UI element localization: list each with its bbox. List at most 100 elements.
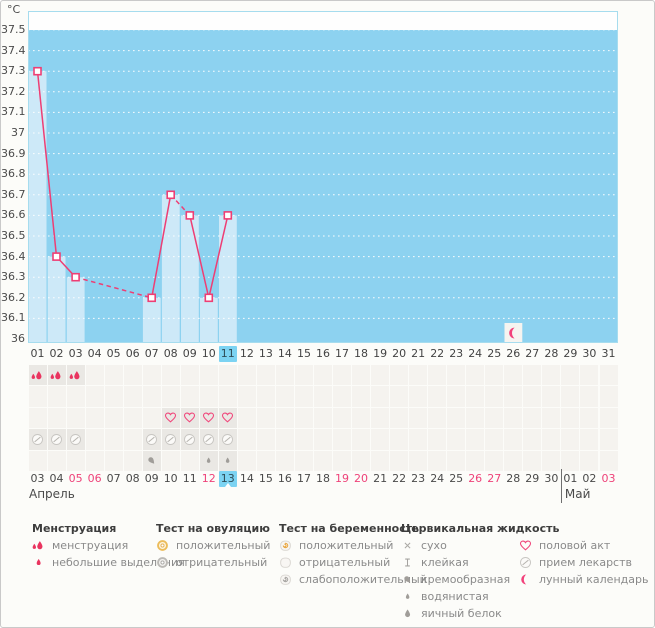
ovulation-test-row-cell[interactable]: [561, 386, 580, 407]
date-label[interactable]: 27: [487, 472, 502, 485]
intercourse-row-cell[interactable]: [599, 407, 618, 429]
intercourse-row-cell[interactable]: [504, 407, 523, 429]
menstruation-row-cell[interactable]: [218, 365, 237, 386]
cycle-day-label[interactable]: 16: [316, 347, 330, 360]
medication-row-cell[interactable]: [161, 429, 180, 450]
cycle-day-label[interactable]: 15: [297, 347, 311, 360]
intercourse-row-cell[interactable]: [237, 407, 256, 429]
date-label[interactable]: 01: [563, 472, 578, 485]
medication-row-cell[interactable]: [237, 429, 256, 450]
cervical-fluid-row-cell[interactable]: [390, 450, 409, 471]
intercourse-row-cell[interactable]: [295, 407, 313, 429]
menstruation-row-cell[interactable]: [333, 365, 351, 386]
ovulation-test-row-cell[interactable]: [371, 386, 390, 407]
menstruation-row-cell[interactable]: [66, 365, 85, 386]
intercourse-row-cell[interactable]: [371, 407, 390, 429]
measured-day-bar[interactable]: [47, 256, 66, 343]
date-label[interactable]: 12: [201, 472, 216, 485]
ovulation-test-row-cell[interactable]: [218, 386, 237, 407]
cycle-day-label[interactable]: 24: [468, 347, 483, 360]
temperature-point[interactable]: [147, 293, 156, 303]
date-label[interactable]: 26: [468, 472, 483, 485]
ovulation-test-row-cell[interactable]: [104, 386, 123, 407]
temperature-point[interactable]: [185, 211, 195, 220]
menstruation-row-cell[interactable]: [561, 365, 580, 386]
cycle-day-label[interactable]: 19: [373, 347, 388, 360]
date-label[interactable]: 06: [87, 472, 102, 485]
menstruation-row-cell[interactable]: [47, 365, 66, 386]
ovulation-test-row-cell[interactable]: [123, 386, 142, 407]
medication-row-cell[interactable]: [352, 429, 370, 450]
ovulation-test-row-cell[interactable]: [161, 386, 180, 407]
cycle-day-label[interactable]: 12: [239, 347, 254, 360]
temperature-point[interactable]: [52, 252, 61, 261]
cycle-day-label[interactable]: 20: [392, 347, 407, 360]
date-label[interactable]: 29: [525, 472, 540, 485]
cycle-day-label[interactable]: 10: [201, 347, 216, 360]
ovulation-test-row-cell[interactable]: [390, 386, 409, 407]
ovulation-test-row-cell[interactable]: [180, 386, 199, 407]
menstruation-row-cell[interactable]: [580, 365, 599, 386]
intercourse-row-cell[interactable]: [161, 407, 180, 429]
date-label[interactable]: 23: [411, 472, 426, 485]
date-label[interactable]: 15: [258, 472, 273, 485]
intercourse-row-cell[interactable]: [142, 407, 161, 429]
cervical-fluid-row-cell[interactable]: [161, 450, 180, 471]
date-label[interactable]: 08: [125, 472, 140, 485]
cervical-fluid-row-cell[interactable]: [333, 450, 351, 471]
measured-day-bar[interactable]: [219, 215, 237, 343]
menstruation-row-cell[interactable]: [599, 365, 618, 386]
ovulation-test-row-cell[interactable]: [542, 386, 561, 407]
intercourse-row-cell[interactable]: [485, 407, 504, 429]
medication-row-cell[interactable]: [542, 429, 561, 450]
medication-row-cell[interactable]: [466, 429, 485, 450]
menstruation-row-cell[interactable]: [28, 365, 47, 386]
date-label[interactable]: 24: [430, 472, 445, 485]
measured-day-bar[interactable]: [161, 194, 180, 343]
ovulation-test-row-cell[interactable]: [237, 386, 256, 407]
cycle-day-label[interactable]: 04: [87, 347, 102, 360]
menstruation-row-cell[interactable]: [447, 365, 466, 386]
cervical-fluid-row-cell[interactable]: [542, 450, 561, 471]
ovulation-test-row-cell[interactable]: [28, 386, 47, 407]
date-label[interactable]: 17: [297, 472, 311, 485]
cervical-fluid-row-cell[interactable]: [123, 450, 142, 471]
cervical-fluid-row-cell[interactable]: [199, 450, 218, 471]
date-label[interactable]: 30: [544, 472, 559, 485]
medication-row-cell[interactable]: [218, 429, 237, 450]
intercourse-row-cell[interactable]: [66, 407, 85, 429]
cycle-day-label[interactable]: 26: [506, 347, 521, 360]
ovulation-test-row-cell[interactable]: [447, 386, 466, 407]
measured-day-bar[interactable]: [200, 297, 218, 343]
cycle-day-label[interactable]: 07: [144, 347, 159, 360]
medication-row-cell[interactable]: [371, 429, 390, 450]
medication-row-cell[interactable]: [523, 429, 542, 450]
cervical-fluid-row-cell[interactable]: [47, 450, 66, 471]
intercourse-row-cell[interactable]: [542, 407, 561, 429]
ovulation-test-row-cell[interactable]: [485, 386, 504, 407]
medication-row-cell[interactable]: [256, 429, 275, 450]
cycle-day-label[interactable]: 18: [354, 347, 368, 360]
cycle-day-label[interactable]: 08: [163, 347, 178, 360]
menstruation-row-cell[interactable]: [428, 365, 447, 386]
medication-row-cell[interactable]: [104, 429, 123, 450]
menstruation-row-cell[interactable]: [142, 365, 161, 386]
menstruation-row-cell[interactable]: [199, 365, 218, 386]
intercourse-row-cell[interactable]: [180, 407, 199, 429]
intercourse-row-cell[interactable]: [85, 407, 104, 429]
cervical-fluid-row-cell[interactable]: [599, 450, 618, 471]
date-label[interactable]: 03: [30, 472, 45, 485]
intercourse-row-cell[interactable]: [428, 407, 447, 429]
ovulation-test-row-cell[interactable]: [142, 386, 161, 407]
cervical-fluid-row-cell[interactable]: [237, 450, 256, 471]
medication-row-cell[interactable]: [409, 429, 428, 450]
cervical-fluid-row-cell[interactable]: [561, 450, 580, 471]
medication-row-cell[interactable]: [314, 429, 332, 450]
cervical-fluid-row-cell[interactable]: [466, 450, 485, 471]
medication-row-cell[interactable]: [447, 429, 466, 450]
intercourse-row-cell[interactable]: [256, 407, 275, 429]
cervical-fluid-row-cell[interactable]: [504, 450, 523, 471]
date-label[interactable]: 21: [373, 472, 388, 485]
cervical-fluid-row-cell[interactable]: [295, 450, 313, 471]
moon-day-cell[interactable]: [504, 323, 523, 342]
